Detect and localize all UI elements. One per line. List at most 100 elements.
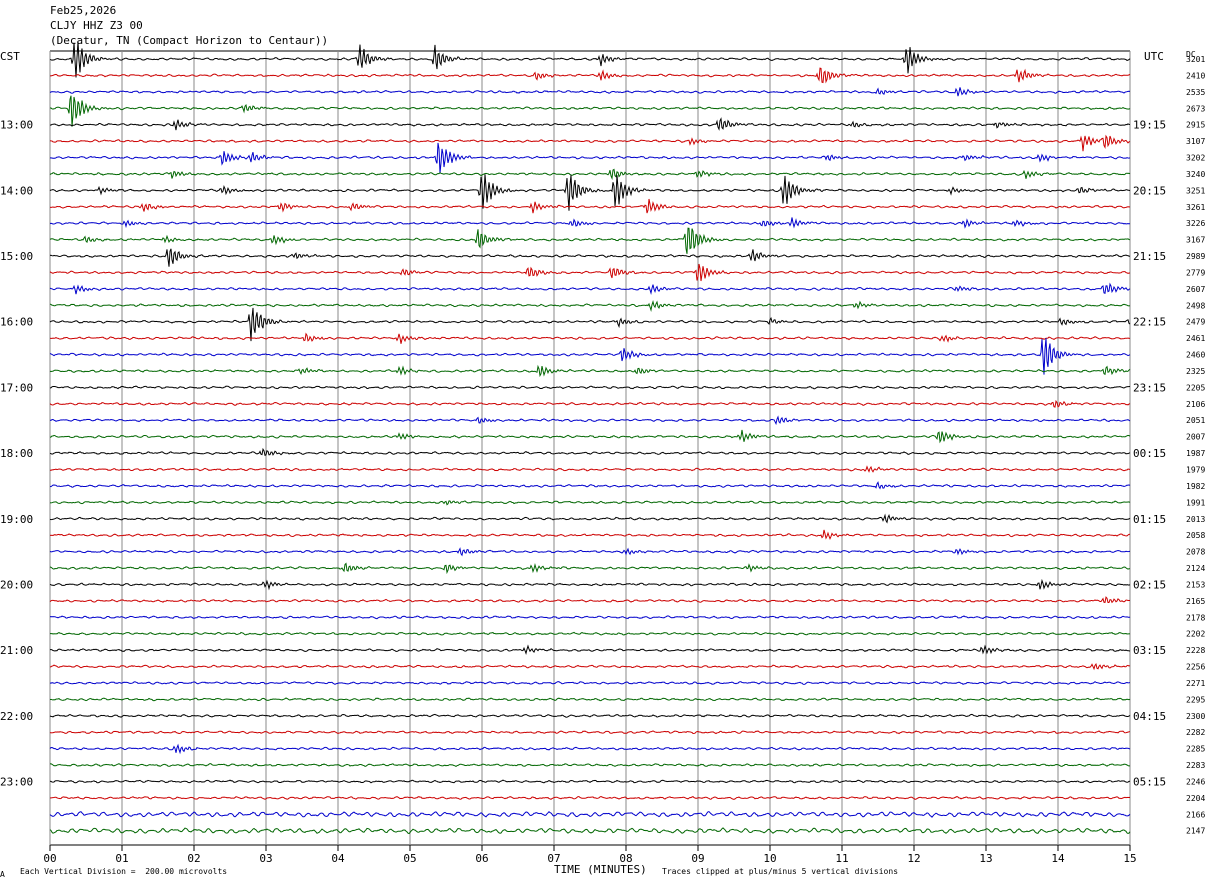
- cst-hour-label: 23:00: [0, 775, 33, 788]
- x-tick-label: 01: [115, 852, 128, 865]
- seismic-trace-43: [49, 763, 1131, 767]
- dc-offset-label: 2285: [1186, 745, 1205, 754]
- dc-offset-label: 2165: [1186, 597, 1205, 606]
- seismic-trace-21: [49, 399, 1131, 408]
- seismic-trace-46: [49, 810, 1131, 818]
- seismic-trace-3: [50, 95, 1131, 127]
- dc-offset-label: 2058: [1186, 531, 1205, 540]
- utc-hour-label: 02:15: [1133, 578, 1166, 591]
- utc-hour-label: 22:15: [1133, 316, 1166, 329]
- cst-hour-label: 19:00: [0, 513, 33, 526]
- seismic-trace-13: [49, 263, 1131, 282]
- dc-offset-label: 2461: [1186, 334, 1205, 343]
- dc-offset-label: 2202: [1186, 630, 1205, 639]
- seismic-trace-11: [49, 227, 1131, 254]
- x-tick-label: 06: [475, 852, 488, 865]
- x-tick-label: 03: [259, 852, 272, 865]
- x-tick-label: 05: [403, 852, 416, 865]
- x-tick-label: 14: [1051, 852, 1065, 865]
- x-axis-title: TIME (MINUTES): [554, 863, 647, 876]
- cst-hour-label: 20:00: [0, 578, 33, 591]
- x-tick-label: 10: [763, 852, 776, 865]
- dc-offset-label: 3261: [1186, 203, 1205, 212]
- seismic-trace-16: [49, 307, 1131, 342]
- dc-offset-label: 3240: [1186, 170, 1205, 179]
- dc-offset-label: 1987: [1186, 449, 1205, 458]
- cst-hour-label: 16:00: [0, 316, 33, 329]
- dc-offset-label: 2779: [1186, 268, 1205, 277]
- dc-offset-label: 1982: [1186, 482, 1205, 491]
- axis-labels: 00 01 02 03 04 05 06 07 08 09 10 11 12 13 14 15 3201 2410…: [0, 55, 1205, 865]
- seismic-trace-1: [50, 67, 1131, 84]
- seismic-trace-44: [49, 779, 1131, 784]
- date-label: Feb25,2026: [50, 4, 117, 17]
- clip-note: Traces clipped at plus/minus 5 vertical …: [662, 867, 899, 876]
- dc-offset-label: 2013: [1186, 515, 1205, 524]
- cst-hour-label: 18:00: [0, 447, 33, 460]
- cst-hour-label: 17:00: [0, 381, 33, 394]
- utc-axis-label: UTC: [1144, 50, 1164, 63]
- dc-offset-label: 1991: [1186, 498, 1205, 507]
- dc-offset-label: 3202: [1186, 154, 1205, 163]
- x-tick-label: 09: [691, 852, 704, 865]
- seismic-trace-29: [49, 529, 1131, 541]
- seismic-trace-9: [49, 198, 1131, 214]
- cst-hour-label: 22:00: [0, 710, 33, 723]
- x-tick-label: 00: [43, 852, 56, 865]
- seismic-trace-23: [49, 429, 1131, 444]
- seismic-trace-12: [49, 248, 1131, 267]
- x-tick-label: 15: [1123, 852, 1136, 865]
- dc-offset-label: 2228: [1186, 646, 1205, 655]
- seismic-trace-35: [49, 631, 1131, 636]
- x-tick-label: 07: [547, 852, 560, 865]
- seismic-trace-20: [49, 385, 1131, 390]
- dc-offset-label: 1979: [1186, 466, 1205, 475]
- dc-offset-label: 2205: [1186, 383, 1205, 392]
- dc-offset-label: 2535: [1186, 88, 1205, 97]
- dc-offset-label: 2282: [1186, 728, 1205, 737]
- dc-offset-label: 2124: [1186, 564, 1205, 573]
- seismic-trace-34: [49, 615, 1131, 620]
- dc-offset-label: 2166: [1186, 810, 1205, 819]
- seismic-trace-4: [49, 117, 1131, 131]
- dc-offset-label: 2147: [1186, 827, 1205, 836]
- seismic-trace-0: [49, 41, 1131, 78]
- cst-hour-label: 14:00: [0, 184, 33, 197]
- seismic-trace-33: [49, 596, 1131, 604]
- seismic-trace-14: [49, 282, 1131, 295]
- seismic-trace-27: [49, 500, 1131, 506]
- utc-hour-label: 20:15: [1133, 184, 1166, 197]
- dc-offset-label: 2007: [1186, 433, 1205, 442]
- seismic-trace-45: [49, 795, 1131, 800]
- dc-offset-label: 2204: [1186, 794, 1205, 803]
- seismic-trace-10: [49, 217, 1131, 229]
- dc-offset-label: 3251: [1186, 186, 1205, 195]
- utc-hour-label: 21:15: [1133, 250, 1166, 263]
- seismic-trace-40: [49, 713, 1131, 718]
- seismic-trace-38: [49, 681, 1131, 685]
- utc-hour-label: 04:15: [1133, 710, 1166, 723]
- dc-offset-label: 2498: [1186, 301, 1205, 310]
- dc-offset-label: 2246: [1186, 777, 1205, 786]
- logo-mark: A: [0, 870, 5, 879]
- dc-offset-label: 2178: [1186, 613, 1205, 622]
- seismic-trace-15: [49, 300, 1131, 312]
- seismic-trace-26: [49, 481, 1131, 490]
- seismic-trace-39: [49, 697, 1131, 702]
- dc-offset-label: 2295: [1186, 695, 1205, 704]
- dc-offset-label: 2300: [1186, 712, 1205, 721]
- utc-hour-label: 01:15: [1133, 513, 1166, 526]
- seismic-trace-30: [49, 547, 1131, 557]
- seismic-trace-19: [49, 364, 1131, 378]
- utc-hour-label: 23:15: [1133, 381, 1166, 394]
- x-tick-label: 08: [619, 852, 632, 865]
- cst-hour-label: 15:00: [0, 250, 33, 263]
- seismic-trace-41: [49, 730, 1131, 735]
- seismic-trace-8: [49, 174, 1131, 211]
- cst-hour-label: 13:00: [0, 119, 33, 132]
- minute-gridlines: [49, 50, 1131, 851]
- dc-offset-label: 3201: [1186, 55, 1205, 64]
- seismic-trace-18: [49, 338, 1131, 375]
- seismic-trace-37: [49, 662, 1131, 671]
- dc-offset-label: 2051: [1186, 416, 1205, 425]
